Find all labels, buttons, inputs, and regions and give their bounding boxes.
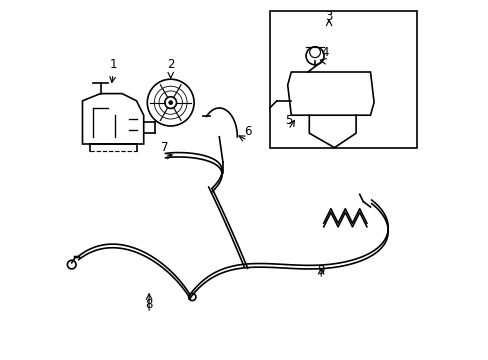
Text: 3: 3 bbox=[325, 10, 332, 23]
Text: 4: 4 bbox=[321, 46, 328, 59]
Text: 6: 6 bbox=[243, 125, 251, 138]
Text: 8: 8 bbox=[145, 298, 152, 311]
Text: 9: 9 bbox=[317, 264, 324, 276]
Text: 1: 1 bbox=[109, 58, 117, 71]
Text: 2: 2 bbox=[166, 58, 174, 71]
Bar bbox=[269, 11, 416, 148]
Text: 7: 7 bbox=[161, 141, 168, 154]
Circle shape bbox=[168, 101, 172, 104]
Text: 5: 5 bbox=[284, 114, 291, 127]
